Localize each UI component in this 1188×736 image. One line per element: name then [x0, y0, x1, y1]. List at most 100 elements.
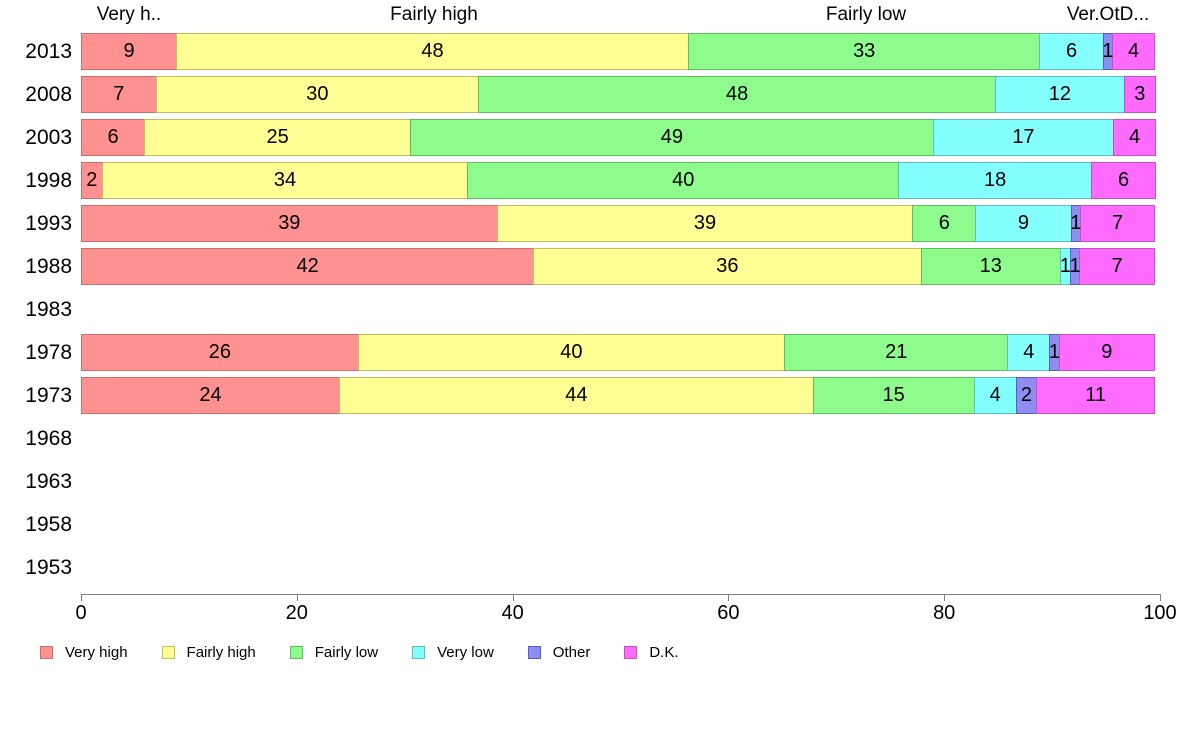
chart-row: 1998 2 34 40 18 6	[0, 162, 1188, 199]
segment-value: 3	[1134, 83, 1146, 105]
bar-segment: 36	[533, 248, 922, 285]
segment-value: 25	[266, 126, 289, 148]
legend-label: Very low	[437, 644, 494, 661]
segment-value: 18	[984, 169, 1007, 191]
axis-tick-label: 60	[717, 602, 740, 624]
segment-value: 39	[278, 212, 301, 234]
segment-value: 39	[693, 212, 717, 234]
segment-value: 7	[113, 83, 125, 105]
bar-segment: 7	[1079, 248, 1155, 285]
bar-segment: 33	[687, 33, 1041, 70]
segment-value: 36	[716, 255, 739, 277]
year-label: 1953	[25, 556, 72, 579]
legend-swatch	[412, 646, 426, 659]
bar-segment: 6	[912, 205, 977, 242]
bar-segment: 4	[1112, 33, 1155, 70]
bar-segment: 11	[1036, 377, 1155, 414]
bar-segment: 9	[975, 205, 1072, 242]
bar-segment: 2	[81, 162, 103, 199]
chart-row: 1978 26 40 21 4 1 9	[0, 334, 1188, 371]
bar-segment: 13	[920, 248, 1061, 285]
segment-value: 40	[672, 169, 695, 191]
year-label: 1993	[25, 212, 72, 235]
stacked-bar: 7 30 48 12 3	[81, 76, 1160, 113]
bar-segment: 9	[81, 33, 178, 70]
legend-item: Other	[527, 644, 591, 661]
axis-tick	[512, 594, 514, 601]
bar-segment: 7	[1080, 205, 1155, 242]
chart-row: 2008 7 30 48 12 3	[0, 76, 1188, 113]
segment-value: 6	[107, 126, 119, 148]
bar-segment: 12	[995, 76, 1125, 113]
bar-segment: 15	[812, 377, 975, 414]
bar-segment: 1	[1069, 248, 1081, 285]
legend-item: Fairly high	[161, 644, 256, 661]
bar-segment: 1	[1070, 205, 1082, 242]
segment-value: 49	[660, 126, 684, 148]
chart-row: 2003 6 25 49 17 4	[0, 119, 1188, 156]
legend-label: D.K.	[649, 644, 679, 661]
segment-value: 1	[1070, 212, 1082, 234]
axis-tick-label: 100	[1143, 602, 1177, 624]
year-label: 1983	[25, 298, 72, 321]
year-label: 1968	[25, 427, 72, 450]
segment-value: 15	[882, 384, 905, 406]
year-label: 1978	[25, 341, 72, 364]
axis-tick-label: 20	[285, 602, 308, 624]
legend-item: Very high	[40, 644, 128, 661]
bar-segment: 26	[81, 334, 359, 371]
legend: Very high Fairly high Fairly low Very low Ot…	[40, 644, 679, 661]
bar-segment: 1	[1060, 248, 1071, 285]
segment-value: 4	[1128, 40, 1140, 62]
chart-row: 1968	[0, 420, 1188, 457]
stacked-bar: 26 40 21 4 1 9	[81, 334, 1160, 371]
chart-row: 1973 24 44 15 4 2 11	[0, 377, 1188, 414]
segment-value: 11	[1085, 384, 1106, 406]
year-label: 1973	[25, 384, 72, 407]
column-header: Ver.OtD...	[1066, 4, 1150, 25]
year-label: 1988	[25, 255, 72, 278]
bar-segment: 2	[1015, 377, 1038, 414]
bar-segment: 17	[932, 119, 1115, 156]
legend-label: Other	[552, 644, 591, 661]
bar-segment: 39	[81, 205, 498, 242]
column-header: Fairly low	[825, 4, 907, 25]
bar-segment: 4	[1007, 334, 1051, 371]
bar-segment: 40	[357, 334, 786, 371]
legend-label: Fairly low	[314, 644, 379, 661]
segment-value: 1	[1048, 341, 1061, 363]
bar-segment: 18	[898, 162, 1093, 199]
segment-value: 4	[1023, 341, 1035, 363]
bar-segment: 42	[81, 248, 535, 285]
segment-value: 2	[1020, 384, 1033, 406]
segment-value: 9	[123, 40, 135, 62]
axis-tick-label: 40	[501, 602, 524, 624]
bar-segment: 9	[1058, 334, 1155, 371]
chart-row: 1958	[0, 506, 1188, 543]
stacked-bar: 2 34 40 18 6	[81, 162, 1160, 199]
segment-value: 9	[1017, 212, 1029, 234]
bar-segment: 6	[1039, 33, 1104, 70]
bar-segment: 44	[338, 377, 814, 414]
axis-tick-label: 0	[75, 602, 87, 624]
legend-swatch	[289, 646, 303, 659]
bar-segment: 30	[155, 76, 480, 113]
segment-value: 13	[979, 255, 1002, 277]
segment-value: 6	[1065, 40, 1078, 62]
segment-value: 1	[1069, 255, 1081, 277]
segment-value: 24	[199, 384, 222, 406]
bar-segment: 25	[144, 119, 412, 156]
bar-segment: 39	[496, 205, 914, 242]
segment-value: 6	[938, 212, 950, 234]
segment-value: 30	[306, 83, 329, 105]
bar-segment: 4	[973, 377, 1017, 414]
stacked-bar: 42 36 13 1 1 7	[81, 248, 1160, 285]
bar-segment: 48	[478, 76, 997, 113]
stacked-bar: 9 48 33 6 1 4	[81, 33, 1160, 70]
legend-item: Very low	[412, 644, 494, 661]
axis-tick	[728, 594, 730, 601]
legend-item: Fairly low	[289, 644, 379, 661]
bar-segment: 40	[467, 162, 900, 199]
segment-value: 1	[1059, 255, 1071, 277]
bar-segment: 49	[410, 119, 934, 156]
